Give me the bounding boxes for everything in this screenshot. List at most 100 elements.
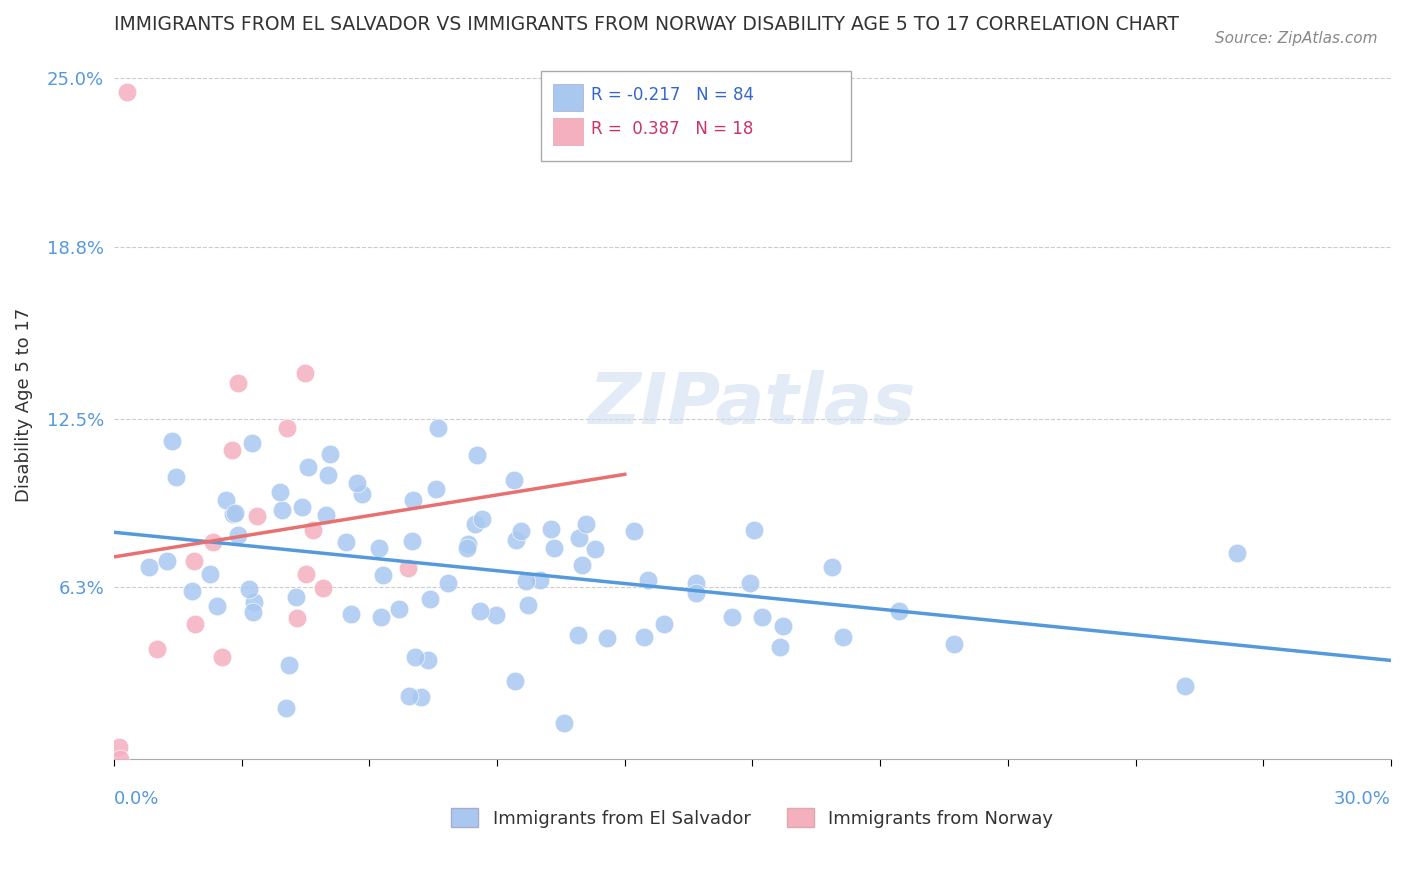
Point [145, 642, 167, 657]
Point [685, 576, 707, 591]
Point [633, 630, 655, 644]
Point [652, 616, 675, 631]
Point [738, 575, 761, 590]
Point [404, 650, 426, 665]
Point [416, 653, 439, 667]
Point [155, 554, 177, 568]
Point [437, 576, 460, 591]
Point [596, 631, 619, 645]
Point [165, 470, 187, 484]
Point [553, 716, 575, 731]
Point [411, 690, 433, 704]
Point [246, 508, 269, 523]
Point [832, 631, 855, 645]
Point [502, 473, 524, 487]
Point [302, 523, 325, 537]
Point [464, 516, 486, 531]
Point [751, 610, 773, 624]
Point [312, 581, 335, 595]
Point [221, 507, 243, 521]
Point [226, 528, 249, 542]
Point [529, 573, 551, 587]
Point [271, 503, 294, 517]
Point [721, 610, 744, 624]
Point [425, 482, 447, 496]
Point [685, 586, 707, 600]
Point [108, 740, 131, 755]
Point [398, 690, 420, 704]
Point [276, 701, 298, 715]
Y-axis label: Disability Age 5 to 17: Disability Age 5 to 17 [15, 308, 32, 502]
Text: ZIPatlas: ZIPatlas [589, 370, 917, 440]
Point [1226, 546, 1249, 560]
Point [769, 640, 792, 654]
Point [115, 85, 138, 99]
Point [571, 558, 593, 572]
Point [419, 592, 441, 607]
Point [295, 566, 318, 581]
Point [370, 610, 392, 624]
Text: R = -0.217   N = 84: R = -0.217 N = 84 [591, 87, 754, 104]
Point [183, 553, 205, 567]
Point [505, 533, 527, 548]
Point [184, 617, 207, 632]
Point [1174, 679, 1197, 693]
Point [138, 560, 160, 574]
Text: IMMIGRANTS FROM EL SALVADOR VS IMMIGRANTS FROM NORWAY DISABILITY AGE 5 TO 17 COR: IMMIGRANTS FROM EL SALVADOR VS IMMIGRANT… [114, 15, 1178, 34]
Point [942, 637, 965, 651]
Point [238, 582, 260, 597]
Point [242, 605, 264, 619]
Point [198, 567, 221, 582]
Point [297, 460, 319, 475]
Text: 30.0%: 30.0% [1334, 789, 1391, 807]
Point [821, 560, 844, 574]
Point [162, 434, 184, 448]
Point [294, 366, 316, 380]
Point [543, 541, 565, 555]
Point [276, 421, 298, 435]
Point [887, 604, 910, 618]
Point [396, 561, 419, 575]
Point [108, 752, 131, 766]
Point [291, 500, 314, 514]
Point [221, 442, 243, 457]
Text: R =  0.387   N = 18: R = 0.387 N = 18 [591, 120, 752, 138]
Legend: Immigrants from El Salvador, Immigrants from Norway: Immigrants from El Salvador, Immigrants … [444, 801, 1060, 835]
Point [243, 594, 266, 608]
Text: Source: ZipAtlas.com: Source: ZipAtlas.com [1215, 31, 1378, 46]
Text: 0.0%: 0.0% [114, 789, 159, 807]
Point [401, 533, 423, 548]
Point [471, 512, 494, 526]
Point [568, 531, 591, 545]
Point [180, 584, 202, 599]
Point [278, 658, 301, 673]
Point [224, 507, 246, 521]
Point [240, 436, 263, 450]
Point [457, 537, 479, 551]
Point [540, 522, 562, 536]
Point [583, 542, 606, 557]
Point [402, 493, 425, 508]
Point [388, 602, 411, 616]
Point [742, 523, 765, 537]
Point [567, 628, 589, 642]
Point [211, 650, 233, 665]
Point [315, 508, 337, 522]
Point [367, 541, 389, 556]
Point [456, 541, 478, 556]
Point [207, 599, 229, 613]
Point [202, 535, 225, 549]
Point [468, 604, 491, 618]
Point [772, 619, 794, 633]
Point [485, 607, 508, 622]
Point [515, 574, 537, 588]
Point [510, 524, 533, 539]
Point [226, 376, 249, 391]
Point [335, 534, 357, 549]
Point [623, 524, 645, 538]
Point [346, 476, 368, 491]
Point [285, 590, 308, 604]
Point [465, 448, 488, 462]
Point [503, 673, 526, 688]
Point [215, 493, 238, 508]
